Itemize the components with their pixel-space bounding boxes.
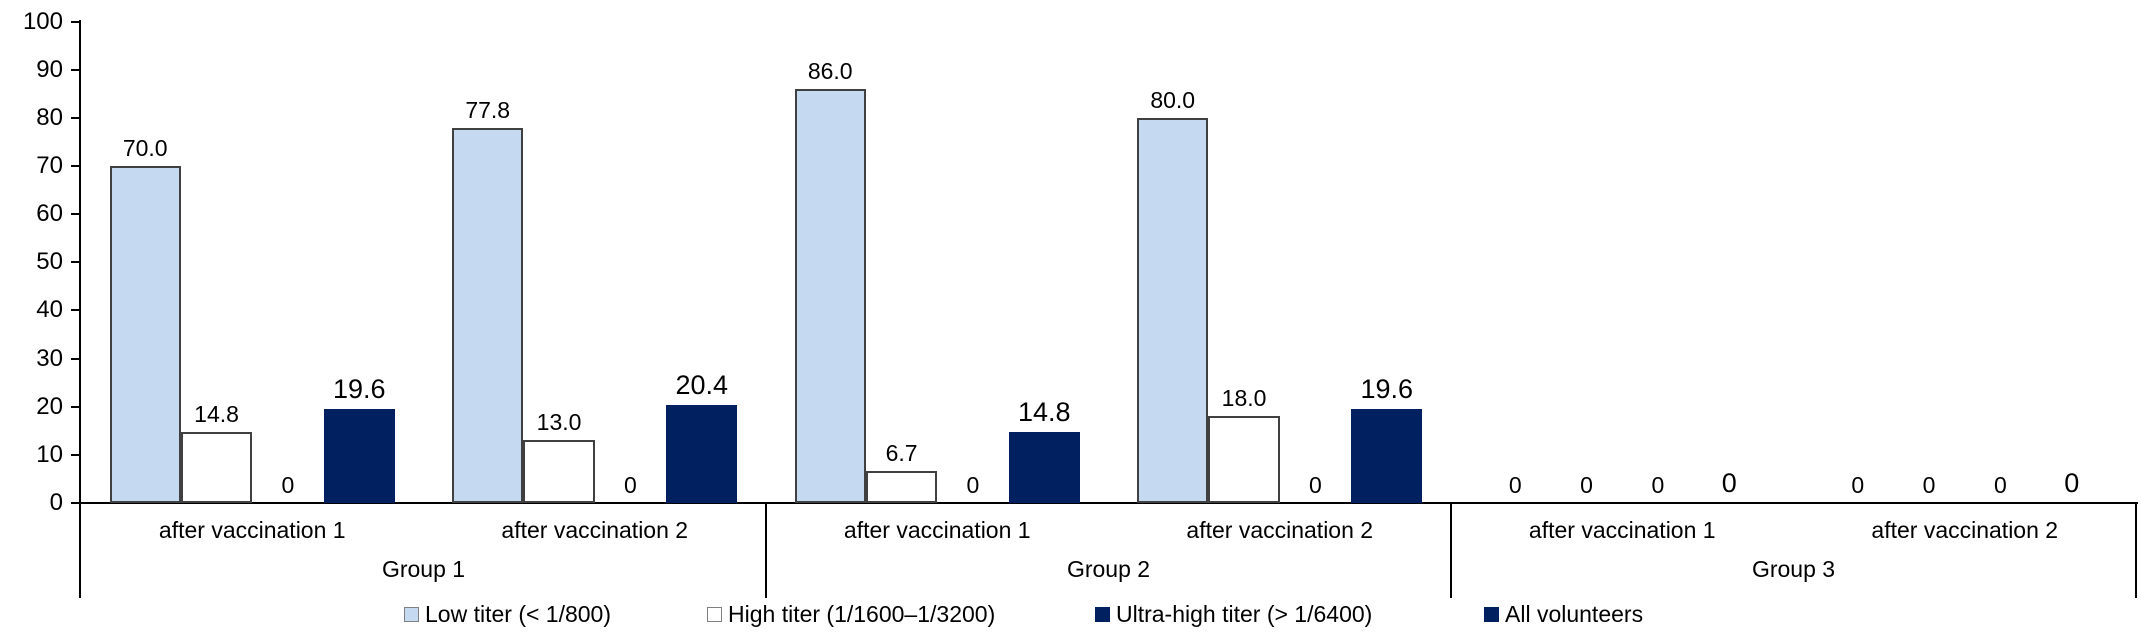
bar-value-label: 19.6: [333, 373, 386, 404]
bar-value-label: 86.0: [807, 57, 853, 84]
bar-value-label: 70.0: [122, 134, 168, 161]
y-axis-tick: [71, 502, 79, 504]
y-axis-tick: [71, 405, 79, 408]
y-axis-label: 0: [49, 489, 63, 516]
bar: [109, 165, 181, 503]
bar: [452, 128, 524, 503]
category-label: after vaccination 1: [1528, 517, 1716, 543]
y-axis-tick: [71, 453, 79, 456]
category-label: after vaccination 1: [158, 517, 346, 543]
bar-value-label: 0: [1580, 472, 1593, 498]
y-axis-tick: [71, 116, 79, 119]
group-label: Group 3: [1751, 556, 1836, 582]
y-axis-tick: [71, 213, 79, 216]
group-separator: [765, 504, 767, 598]
legend-label: All volunteers: [1505, 601, 1644, 627]
bar-value-label: 0: [966, 472, 980, 498]
y-axis-label: 100: [22, 7, 63, 35]
y-axis-tick: [71, 20, 79, 23]
bar: [1351, 408, 1423, 503]
bar-value-label: 0: [281, 472, 295, 498]
y-axis-label: 50: [36, 248, 63, 276]
bar: [865, 470, 938, 503]
bar-value-label: 0: [1994, 472, 2007, 498]
y-axis-label: 30: [36, 344, 63, 372]
category-label: after vaccination 1: [843, 517, 1031, 543]
legend-swatch: [1484, 606, 1499, 622]
bar-value-label: 0: [1309, 472, 1322, 498]
bar: [1208, 416, 1280, 503]
group-label: Group 2: [1066, 556, 1151, 582]
bar: [523, 440, 595, 503]
bar: [180, 431, 253, 503]
legend-item: High titer (1/1600–1/3200): [707, 600, 995, 628]
bar-value-label: 0: [1721, 468, 1737, 498]
y-axis-label: 70: [36, 151, 63, 179]
legend-label: Ultra-high titer (> 1/6400): [1116, 601, 1373, 627]
category-label: after vaccination 2: [1871, 517, 2059, 543]
bar-value-label: 6.7: [885, 439, 918, 466]
bar: [794, 88, 866, 503]
y-axis-label: 40: [36, 296, 63, 324]
legend-item: Ultra-high titer (> 1/6400): [1095, 600, 1372, 628]
y-axis-label: 20: [36, 392, 63, 420]
group-label: Group 1: [381, 556, 466, 582]
bar-value-label: 0: [2064, 468, 2080, 498]
legend-label: Low titer (< 1/800): [425, 601, 612, 627]
bar-value-label: 0: [1922, 472, 1936, 498]
legend-swatch: [707, 606, 722, 622]
bar: [323, 408, 395, 503]
bar: [666, 404, 738, 503]
bar-value-label: 18.0: [1221, 385, 1267, 412]
bar-value-label: 0: [1851, 472, 1865, 498]
y-axis-label: 60: [36, 200, 63, 228]
x-axis-line: [79, 502, 2138, 504]
bar-value-label: 20.4: [675, 369, 729, 400]
bar: [1008, 431, 1080, 503]
bar-value-label: 14.8: [194, 400, 239, 427]
y-axis-tick: [71, 261, 79, 264]
category-label: after vaccination 2: [1186, 517, 1374, 543]
legend-label: High titer (1/1600–1/3200): [728, 601, 996, 627]
group-separator: [2135, 504, 2137, 598]
y-axis-tick: [71, 68, 79, 71]
y-axis-label: 90: [36, 55, 63, 83]
category-label: after vaccination 2: [501, 517, 689, 543]
bar-value-label: 0: [1508, 472, 1522, 498]
y-axis-label: 80: [36, 103, 63, 131]
bar: [1137, 117, 1209, 503]
bar-value-label: 80.0: [1150, 86, 1196, 113]
bar-value-label: 19.6: [1360, 373, 1414, 404]
bar-value-label: 13.0: [536, 409, 582, 436]
y-axis-line: [79, 20, 81, 598]
y-axis-tick: [71, 309, 79, 312]
y-axis-tick: [71, 357, 79, 360]
bar-value-label: 0: [1651, 472, 1665, 498]
y-axis-label: 10: [36, 440, 63, 468]
bar-value-label: 77.8: [465, 97, 511, 124]
legend-item: Low titer (< 1/800): [404, 600, 611, 628]
legend-swatch: [404, 606, 419, 622]
group-separator: [1450, 504, 1452, 598]
legend-item: All volunteers: [1484, 600, 1643, 628]
legend-swatch: [1095, 606, 1110, 622]
bar-value-label: 14.8: [1018, 396, 1071, 427]
bar-value-label: 0: [624, 472, 637, 498]
y-axis-tick: [71, 164, 79, 167]
